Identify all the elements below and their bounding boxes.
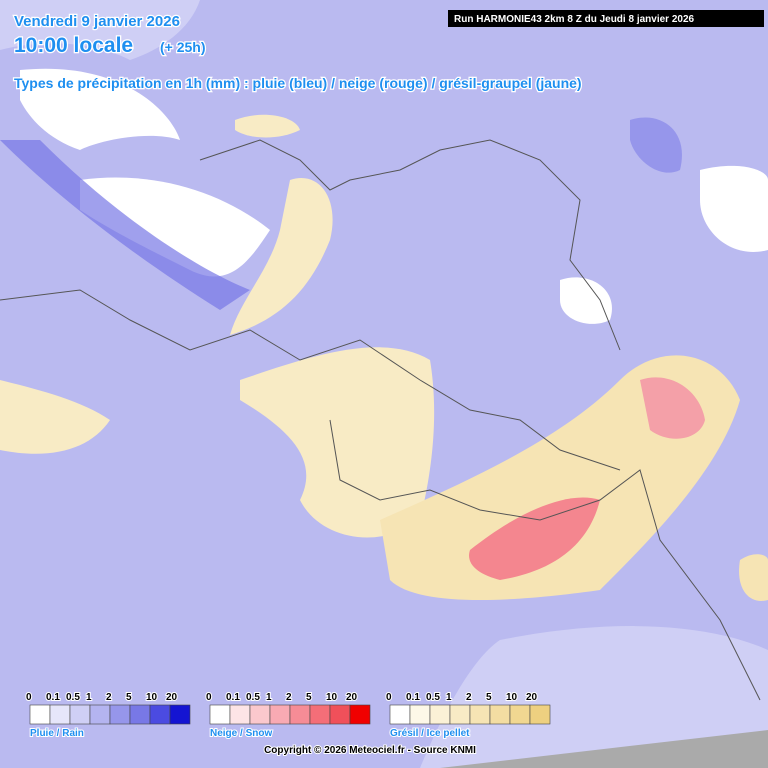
legend-swatch	[269, 704, 291, 725]
legend-swatch	[49, 704, 71, 725]
legend-scale-label: 20	[526, 692, 538, 703]
legend-scale-label: 0	[386, 692, 392, 703]
legend-group-label: Pluie / Rain	[30, 728, 84, 739]
legend-swatch	[349, 704, 371, 725]
run: Run HARMONIE43 2km 8 Z du Jeudi 8 janvie…	[454, 14, 695, 25]
run-box	[448, 10, 764, 27]
legend-swatch	[209, 704, 231, 725]
legend-scale-label: 20	[346, 692, 358, 703]
dry-area	[80, 177, 270, 277]
legend-scale-label: 5	[486, 692, 492, 703]
pellet-area	[230, 178, 333, 335]
pellet-area	[240, 347, 435, 538]
lead: (+ 25h)	[160, 39, 206, 55]
legend-scale-label: 1	[266, 692, 272, 703]
pellet-area	[0, 380, 110, 454]
light-rain	[420, 626, 768, 768]
legend-swatch	[309, 704, 331, 725]
legend-scale-label: 0.5	[246, 692, 260, 703]
legend-swatch	[229, 704, 251, 725]
legend-scale-label: 0	[206, 692, 212, 703]
legend-swatch	[169, 704, 191, 725]
time: 10:00 locale	[14, 34, 133, 57]
legend-scale-label: 0	[26, 692, 32, 703]
legend-scale-label: 0.1	[226, 692, 240, 703]
legend-scale-label: 0.1	[406, 692, 420, 703]
footer: Copyright © 2026 Meteociel.fr - Source K…	[264, 745, 476, 756]
legend-swatch	[149, 704, 171, 725]
legend-group-label: Neige / Snow	[210, 728, 272, 739]
legend-scale-label: 20	[166, 692, 178, 703]
dry-area	[700, 165, 768, 252]
legend-scale-label: 0.5	[66, 692, 80, 703]
legend-scale-label: 10	[506, 692, 518, 703]
legend-swatch	[69, 704, 91, 725]
legend-group-label: Grésil / Ice pellet	[390, 728, 470, 739]
legend-swatch	[129, 704, 151, 725]
date: Vendredi 9 janvier 2026	[14, 13, 180, 30]
legend-swatch	[529, 704, 551, 725]
snow-area	[640, 377, 705, 439]
legend-swatch	[409, 704, 431, 725]
legend-swatch	[109, 704, 131, 725]
legend-scale-label: 1	[446, 692, 452, 703]
out-of-domain	[440, 730, 768, 768]
legend-scale-label: 5	[306, 692, 312, 703]
legend-scale-label: 5	[126, 692, 132, 703]
legend-swatch	[29, 704, 51, 725]
legend-swatch	[249, 704, 271, 725]
legend-scale-label: 2	[106, 692, 112, 703]
legend-swatch	[429, 704, 451, 725]
border	[199, 139, 621, 351]
light-rain	[0, 0, 200, 60]
legend-swatch	[89, 704, 111, 725]
legend-swatch	[329, 704, 351, 725]
border	[329, 419, 761, 701]
dry-area	[560, 277, 612, 324]
dry-area	[20, 68, 180, 150]
border	[0, 289, 621, 471]
pellet-area	[739, 554, 768, 601]
legend-scale-label: 1	[86, 692, 92, 703]
pellet-area	[235, 114, 300, 138]
subtitle: Types de précipitation en 1h (mm) : plui…	[14, 75, 582, 91]
rain-cell	[630, 117, 682, 173]
legend-swatch	[289, 704, 311, 725]
legend-scale-label: 0.5	[426, 692, 440, 703]
legend-scale-label: 2	[466, 692, 472, 703]
legend-scale-label: 10	[326, 692, 338, 703]
snow-area	[469, 497, 600, 580]
legend-swatch	[509, 704, 531, 725]
legend-scale-label: 2	[286, 692, 292, 703]
heavy-rain-band	[0, 140, 250, 310]
legend-swatch	[449, 704, 471, 725]
legend-scale-label: 10	[146, 692, 158, 703]
legend-swatch	[389, 704, 411, 725]
legend-swatch	[469, 704, 491, 725]
legend-swatch	[489, 704, 511, 725]
legend-scale-label: 0.1	[46, 692, 60, 703]
